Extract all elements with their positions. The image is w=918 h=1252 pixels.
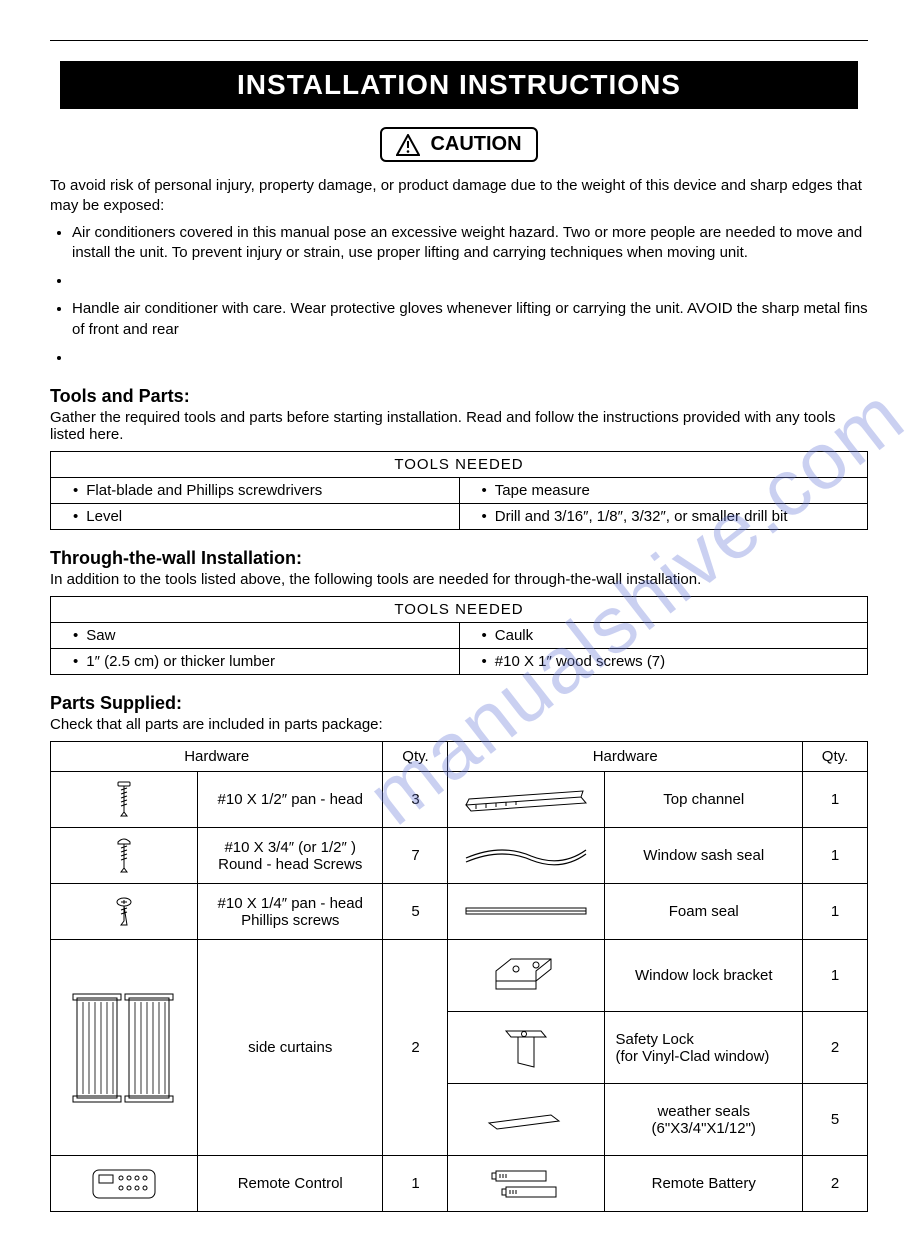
tools-cell: Tape measure <box>470 482 590 499</box>
parts-col-qty: Qty. <box>803 742 868 772</box>
part-qty: 1 <box>803 828 868 884</box>
part-qty: 3 <box>383 772 448 828</box>
part-qty: 1 <box>803 940 868 1012</box>
part-label: Window lock bracket <box>605 940 803 1012</box>
tools-cell: Flat-blade and Phillips screwdrivers <box>61 482 322 499</box>
part-qty: 2 <box>803 1012 868 1084</box>
bullet-item: Handle air conditioner with care. Wear p… <box>72 299 868 340</box>
foam-seal-icon <box>461 902 591 922</box>
remote-battery-icon <box>486 1167 566 1201</box>
part-qty: 1 <box>803 772 868 828</box>
parts-col-hardware: Hardware <box>51 742 383 772</box>
part-label: #10 X 1/4″ pan - head Phillips screws <box>198 884 383 940</box>
caution-triangle-icon <box>396 134 420 156</box>
screw-pan-head-icon <box>115 780 133 820</box>
parts-supplied-sub: Check that all parts are included in par… <box>50 716 868 733</box>
top-channel-icon <box>461 785 591 815</box>
tools-cell: Level <box>61 508 122 525</box>
caution-bullet-list: Air conditioners covered in this manual … <box>50 223 868 369</box>
part-label: side curtains <box>198 940 383 1156</box>
part-label: Top channel <box>605 772 803 828</box>
window-lock-bracket-icon <box>486 951 566 1001</box>
safety-lock-icon <box>496 1023 556 1073</box>
parts-supplied-head: Parts Supplied: <box>50 693 868 714</box>
parts-supplied-table: Hardware Qty. Hardware Qty. #10 X 1/2″ p… <box>50 741 868 1212</box>
part-label: Window sash seal <box>605 828 803 884</box>
caution-box-wrap: CAUTION <box>50 127 868 162</box>
tools-cell: Caulk <box>470 627 534 644</box>
part-qty: 1 <box>383 1156 448 1212</box>
tools-cell: 1″ (2.5 cm) or thicker lumber <box>61 653 275 670</box>
window-sash-seal-icon <box>461 838 591 874</box>
parts-col-hardware: Hardware <box>448 742 803 772</box>
part-qty: 5 <box>803 1084 868 1156</box>
caution-label: CAUTION <box>430 133 521 156</box>
bullet-item <box>72 271 868 291</box>
part-label: #10 X 3/4″ (or 1/2″ ) Round - head Screw… <box>198 828 383 884</box>
part-qty: 2 <box>803 1156 868 1212</box>
part-label: #10 X 1/2″ pan - head <box>198 772 383 828</box>
bullet-item: Air conditioners covered in this manual … <box>72 223 868 264</box>
part-qty: 2 <box>383 940 448 1156</box>
bullet-item <box>72 348 868 368</box>
title-bar: INSTALLATION INSTRUCTIONS <box>60 61 858 109</box>
part-label: Safety Lock (for Vinyl-Clad window) <box>605 1012 803 1084</box>
part-label: weather seals (6"X3/4"X1/12") <box>605 1084 803 1156</box>
tools-cell: #10 X 1″ wood screws (7) <box>470 653 666 670</box>
tools-table-head: TOOLS NEEDED <box>51 452 868 478</box>
page: manualshive.com INSTALLATION INSTRUCTION… <box>50 40 868 1212</box>
tools-parts-sub: Gather the required tools and parts befo… <box>50 409 868 443</box>
part-qty: 1 <box>803 884 868 940</box>
parts-col-qty: Qty. <box>383 742 448 772</box>
part-qty: 5 <box>383 884 448 940</box>
through-wall-head: Through-the-wall Installation: <box>50 548 868 569</box>
screw-round-head-icon <box>114 836 134 876</box>
part-label: Foam seal <box>605 884 803 940</box>
side-curtains-icon <box>69 988 179 1108</box>
tools-needed-table-1: TOOLS NEEDED Flat-blade and Phillips scr… <box>50 451 868 530</box>
tools-needed-table-2: TOOLS NEEDED Saw Caulk 1″ (2.5 cm) or th… <box>50 596 868 675</box>
part-label: Remote Control <box>198 1156 383 1212</box>
part-label: Remote Battery <box>605 1156 803 1212</box>
tools-cell: Saw <box>61 627 115 644</box>
through-wall-sub: In addition to the tools listed above, t… <box>50 571 868 588</box>
weather-seals-icon <box>481 1105 571 1135</box>
tools-parts-head: Tools and Parts: <box>50 386 868 407</box>
intro-text: To avoid risk of personal injury, proper… <box>50 176 868 217</box>
part-qty: 7 <box>383 828 448 884</box>
caution-box: CAUTION <box>380 127 537 162</box>
tools-cell: Drill and 3/16″, 1/8″, 3/32″, or smaller… <box>470 508 788 525</box>
screw-phillips-icon <box>114 897 134 927</box>
remote-control-icon <box>89 1166 159 1202</box>
top-rule <box>50 40 868 41</box>
tools-table-head: TOOLS NEEDED <box>51 597 868 623</box>
